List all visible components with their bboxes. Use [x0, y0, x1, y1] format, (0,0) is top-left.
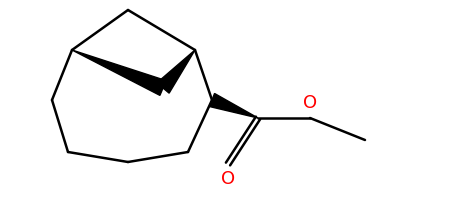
Polygon shape	[209, 94, 258, 118]
Text: O: O	[303, 94, 317, 112]
Text: O: O	[221, 170, 235, 188]
Polygon shape	[157, 50, 195, 93]
Polygon shape	[72, 50, 166, 95]
